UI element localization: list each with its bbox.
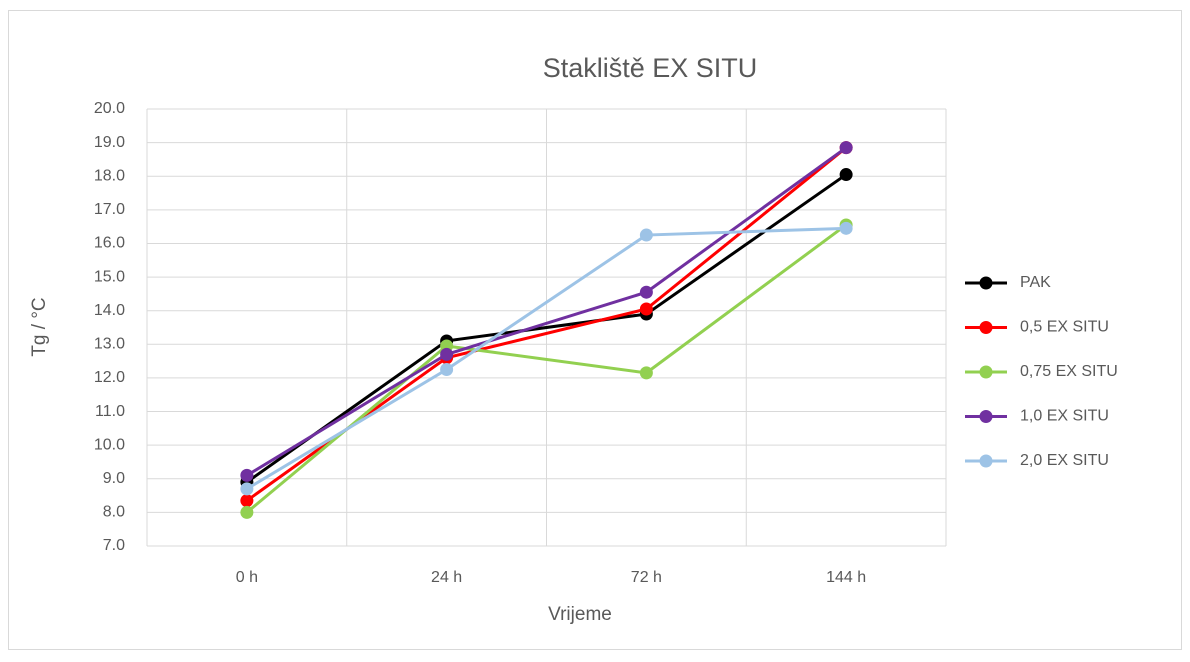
data-point <box>639 228 653 242</box>
data-point <box>440 363 454 377</box>
data-point <box>440 347 454 361</box>
y-tick-label: 20.0 <box>94 100 125 117</box>
y-tick-label: 17.0 <box>94 201 125 218</box>
data-point <box>839 168 853 182</box>
y-tick-label: 8.0 <box>103 504 125 521</box>
legend-label: 2,0 EX SITU <box>1020 452 1109 469</box>
y-axis-label: Tg / °C <box>29 297 50 356</box>
x-tick-label: 72 h <box>631 569 662 586</box>
legend-marker <box>979 321 993 334</box>
y-tick-label: 16.0 <box>94 235 125 252</box>
y-tick-label: 9.0 <box>103 470 125 487</box>
x-axis-label: Vrijeme <box>548 604 612 625</box>
x-tick-label: 144 h <box>826 569 866 586</box>
chart-border <box>8 10 1182 650</box>
y-tick-label: 11.0 <box>95 403 125 420</box>
y-tick-label: 14.0 <box>94 302 125 319</box>
legend-marker <box>979 365 993 379</box>
data-point <box>839 141 853 155</box>
data-point <box>639 302 653 316</box>
y-tick-label: 19.0 <box>94 134 125 151</box>
data-point <box>639 285 653 299</box>
x-tick-label: 24 h <box>431 569 462 586</box>
legend-label: 0,75 EX SITU <box>1020 363 1118 380</box>
legend-marker <box>979 454 993 468</box>
y-tick-label: 10.0 <box>94 436 125 453</box>
series-line <box>246 146 848 477</box>
data-point <box>240 505 254 519</box>
data-point <box>639 366 653 380</box>
y-tick-label: 13.0 <box>94 336 125 353</box>
data-point <box>240 468 254 482</box>
x-tick-label: 0 h <box>236 569 258 586</box>
series-line <box>246 226 847 491</box>
chart-title: Stakliště EX SITU <box>543 53 758 83</box>
legend-marker <box>979 410 993 423</box>
data-point <box>839 221 853 235</box>
y-tick-label: 7.0 <box>103 537 125 554</box>
legend-label: 1,0 EX SITU <box>1020 408 1109 425</box>
series-line <box>246 173 847 484</box>
y-tick-label: 18.0 <box>94 167 125 184</box>
data-point <box>240 482 254 496</box>
legend-marker <box>979 276 993 290</box>
data-point <box>240 494 254 508</box>
legend-label: 0,5 EX SITU <box>1020 319 1109 336</box>
y-tick-label: 15.0 <box>94 268 125 285</box>
legend-label: PAK <box>1020 274 1051 291</box>
y-tick-label: 12.0 <box>94 369 125 386</box>
